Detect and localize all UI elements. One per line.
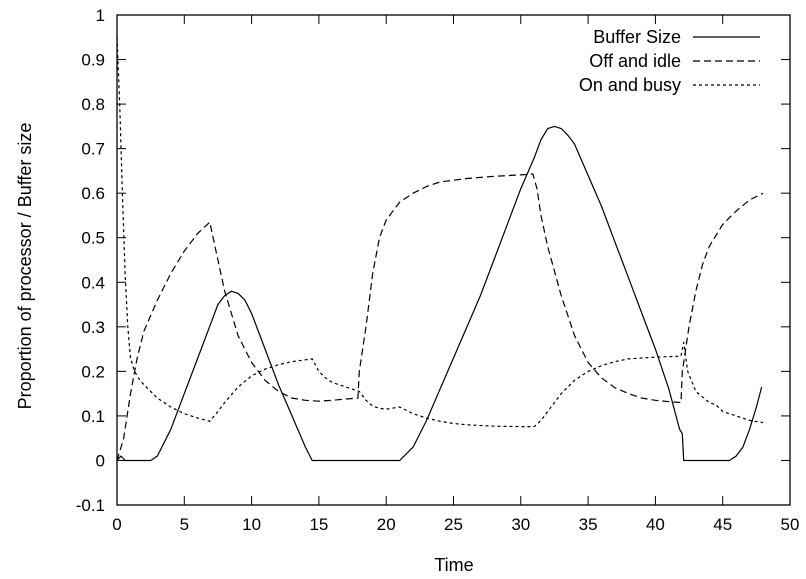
y-tick-label: 0.4 xyxy=(81,273,105,292)
y-axis-label: Proportion of processor / Buffer size xyxy=(15,123,35,410)
series-line-3 xyxy=(116,37,764,428)
x-tick-label: 50 xyxy=(781,515,800,534)
x-tick-label: 45 xyxy=(713,515,732,534)
y-tick-label: 0.7 xyxy=(81,140,105,159)
y-tick-label: -0.1 xyxy=(76,496,105,515)
y-tick-label: 0.5 xyxy=(81,229,105,248)
y-tick-label: 1 xyxy=(96,6,105,25)
x-tick-label: 0 xyxy=(112,515,121,534)
legend-label-2: Off and idle xyxy=(589,51,681,71)
y-tick-label: 0.8 xyxy=(81,95,105,114)
x-tick-label: 25 xyxy=(444,515,463,534)
x-tick-label: 30 xyxy=(511,515,530,534)
y-tick-label: 0.6 xyxy=(81,184,105,203)
x-tick-label: 35 xyxy=(579,515,598,534)
y-tick-label: 0.9 xyxy=(81,51,105,70)
y-tick-label: 0.3 xyxy=(81,318,105,337)
x-tick-label: 10 xyxy=(242,515,261,534)
y-tick-label: 0 xyxy=(96,451,105,470)
x-tick-label: 20 xyxy=(377,515,396,534)
x-axis-label: Time xyxy=(434,555,473,575)
x-tick-label: 15 xyxy=(309,515,328,534)
y-tick-label: 0.1 xyxy=(81,407,105,426)
y-tick-label: 0.2 xyxy=(81,362,105,381)
legend: Buffer Size Off and idle On and busy xyxy=(579,27,760,95)
series-line-1 xyxy=(116,125,763,462)
legend-label-3: On and busy xyxy=(579,75,681,95)
x-tick-label: 40 xyxy=(646,515,665,534)
series-line-2 xyxy=(116,173,764,461)
x-tick-label: 5 xyxy=(180,515,189,534)
legend-label-1: Buffer Size xyxy=(593,27,681,47)
